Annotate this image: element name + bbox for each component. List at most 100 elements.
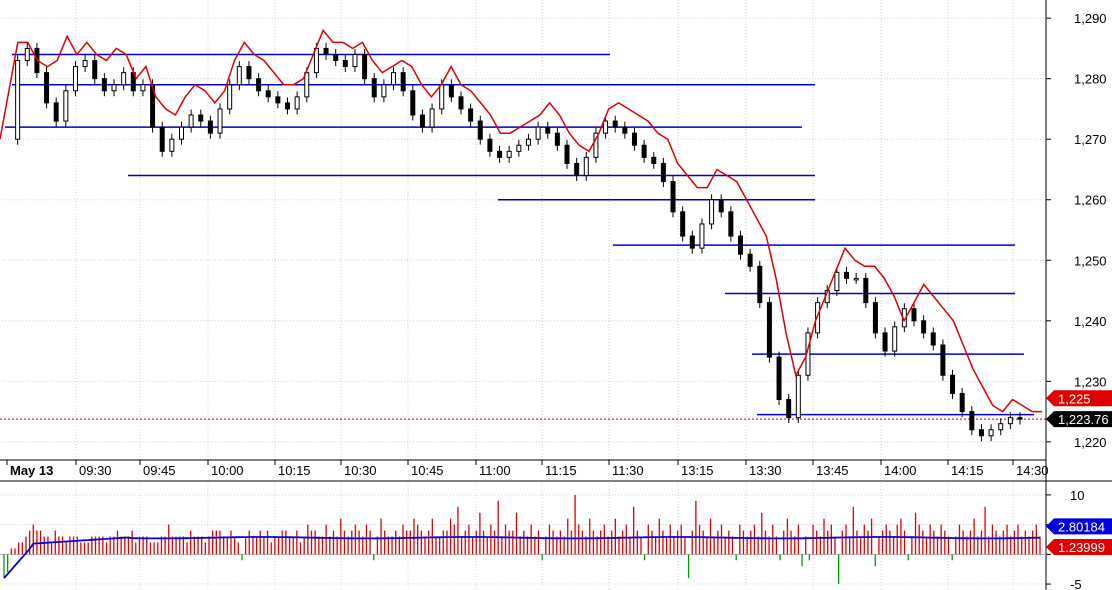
- candle-down: [410, 90, 416, 116]
- candle-up: [227, 84, 233, 110]
- candle-up: [352, 53, 358, 68]
- y-tick-label: 1,230: [1074, 374, 1107, 389]
- candle-down: [978, 429, 984, 437]
- candle-down: [776, 356, 782, 400]
- candle-up: [516, 144, 522, 152]
- candle-up: [72, 66, 78, 92]
- price-y-axis: 1,290 1,280 1,270 1,260 1,250 1,240 1,230 1,220: [1045, 0, 1107, 590]
- candle-down: [342, 60, 348, 68]
- candle-up: [429, 108, 435, 128]
- candle-up: [169, 138, 175, 152]
- candle-down: [53, 102, 59, 122]
- x-tick-label: 11:00: [479, 463, 511, 478]
- x-tick-label: 14:00: [884, 463, 917, 478]
- candle-up: [391, 72, 397, 86]
- candle-down: [44, 72, 50, 104]
- candle-up: [815, 302, 821, 334]
- x-tick-label: 10:45: [411, 463, 444, 478]
- candle-down: [362, 53, 368, 80]
- candle-down: [959, 392, 965, 413]
- candle-down: [265, 90, 271, 98]
- last-value-badge-red: 1,225: [1046, 390, 1112, 407]
- candle-down: [564, 144, 570, 164]
- last-value-badge-red-shape: [1046, 390, 1112, 407]
- candle-down: [631, 132, 637, 146]
- candle-down: [574, 162, 580, 177]
- indicator-y-tick-label: -5: [1070, 577, 1082, 590]
- x-tick-label: 09:45: [143, 463, 176, 478]
- candle-down: [940, 344, 946, 376]
- x-tick-label: 09:30: [79, 463, 112, 478]
- candle-up: [853, 277, 859, 281]
- candle-down: [680, 211, 686, 237]
- candle-down: [651, 156, 657, 164]
- candle-down: [333, 53, 339, 62]
- candle-down: [622, 126, 628, 134]
- candle-up: [439, 84, 445, 110]
- y-tick-label: 1,280: [1074, 72, 1107, 87]
- x-tick-label: 10:00: [211, 463, 244, 478]
- candle-up: [236, 66, 242, 86]
- last-value-badge-red-text: 1,225: [1058, 391, 1091, 406]
- candle-down: [786, 398, 792, 419]
- candle-up: [988, 429, 994, 437]
- candle-down: [159, 126, 165, 152]
- candle-up: [24, 47, 30, 62]
- candle-down: [882, 332, 888, 352]
- indicator-bars: [3, 494, 1041, 585]
- candle-down: [921, 320, 927, 334]
- candle-down: [246, 66, 252, 80]
- indicator-badge-red-shape: [1046, 538, 1112, 555]
- x-tick-label: May 13: [10, 463, 53, 478]
- candle-up: [140, 84, 146, 92]
- candle-up: [525, 138, 531, 146]
- candle-down: [757, 265, 763, 304]
- candle-up: [294, 96, 300, 110]
- candle-down: [468, 108, 474, 122]
- last-value-badge-black: 1,223.76: [1046, 411, 1112, 428]
- candle-up: [1007, 417, 1013, 425]
- candle-down: [641, 144, 647, 158]
- price-grid: [2, 0, 1046, 460]
- indicator-badge-blue: 2.80184: [1046, 518, 1112, 535]
- indicator-badge-red-text: 1.23999: [1058, 540, 1105, 555]
- candle-down: [448, 84, 454, 98]
- price-indicator-line: [0, 28, 1042, 413]
- y-tick-label: 1,220: [1074, 435, 1107, 450]
- candle-down: [101, 78, 107, 92]
- candle-up: [15, 60, 21, 140]
- candle-down: [497, 150, 503, 158]
- candle-down: [872, 302, 878, 334]
- candle-down: [275, 96, 281, 104]
- y-tick-label: 1,240: [1074, 314, 1107, 329]
- candle-down: [969, 411, 975, 431]
- x-tick-label: 10:15: [278, 463, 311, 478]
- candle-down: [285, 102, 291, 110]
- candle-up: [593, 132, 599, 158]
- x-tick-label: 13:30: [749, 463, 782, 478]
- candle-up: [506, 150, 512, 158]
- candle-down: [256, 78, 262, 92]
- indicator-signal-line: [3, 536, 1040, 579]
- candle-down: [371, 78, 377, 98]
- indicator-badge-blue-shape: [1046, 518, 1112, 535]
- indicator-y-tick-label: 10: [1070, 488, 1084, 503]
- candle-down: [718, 199, 724, 213]
- candle-down: [911, 308, 917, 322]
- candle-up: [304, 72, 310, 98]
- candle-down: [198, 114, 204, 122]
- candle-down: [1017, 417, 1023, 420]
- red-indicator-line: [0, 28, 1042, 413]
- candle-down: [689, 235, 695, 249]
- candle-up: [709, 199, 715, 225]
- candle-down: [766, 302, 772, 358]
- candle-down: [863, 277, 869, 304]
- candle-down: [419, 114, 425, 128]
- x-tick-label: 11:30: [612, 463, 644, 478]
- candle-down: [612, 120, 618, 128]
- candle-down: [458, 96, 464, 110]
- candle-up: [63, 90, 69, 122]
- candle-down: [670, 181, 676, 213]
